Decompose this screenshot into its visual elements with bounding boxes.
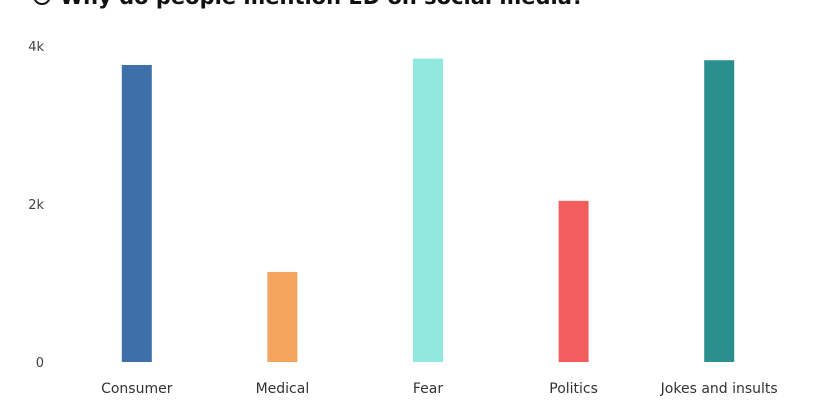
y-tick-label: 2k [28, 198, 44, 213]
bar [704, 60, 735, 362]
bar [267, 271, 298, 362]
x-tick-label: Politics [549, 381, 598, 397]
bar [121, 64, 152, 363]
bar [558, 200, 589, 362]
title-icon [33, 0, 51, 5]
y-tick-label: 0 [36, 356, 44, 371]
chart-title: Why do people mention ED on social media… [60, 0, 584, 9]
bar [413, 58, 443, 362]
x-tick-label: Fear [413, 381, 443, 397]
y-tick-label: 4k [28, 40, 44, 55]
x-tick-label: Jokes and insults [660, 381, 778, 397]
x-tick-label: Consumer [101, 381, 173, 397]
x-tick-label: Medical [256, 381, 310, 397]
